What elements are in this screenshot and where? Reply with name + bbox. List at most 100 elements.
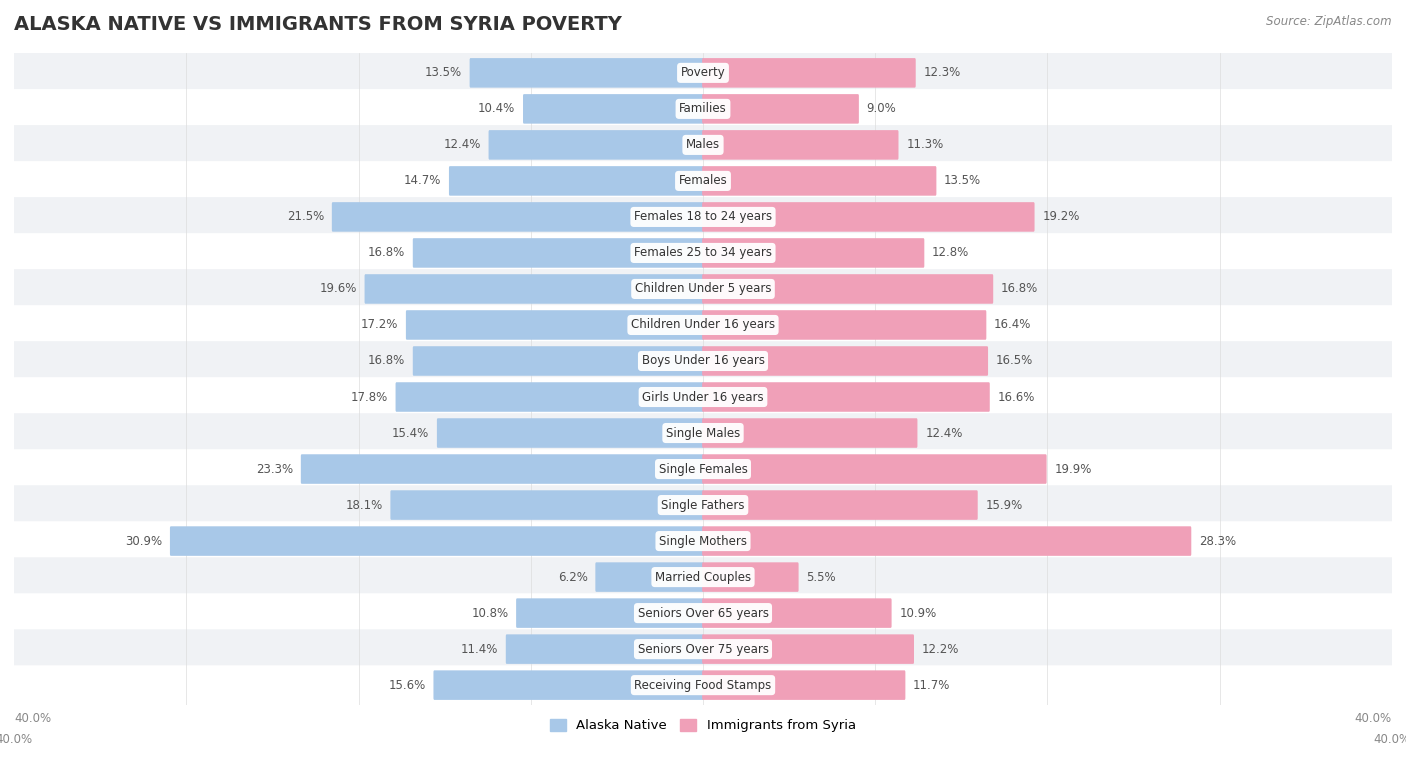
FancyBboxPatch shape	[702, 490, 977, 520]
Text: 21.5%: 21.5%	[287, 211, 323, 224]
FancyBboxPatch shape	[13, 305, 1393, 345]
Text: 10.4%: 10.4%	[478, 102, 515, 115]
Legend: Alaska Native, Immigrants from Syria: Alaska Native, Immigrants from Syria	[544, 713, 862, 738]
Text: Females 18 to 24 years: Females 18 to 24 years	[634, 211, 772, 224]
FancyBboxPatch shape	[395, 382, 704, 412]
Text: Seniors Over 75 years: Seniors Over 75 years	[637, 643, 769, 656]
Text: 12.4%: 12.4%	[925, 427, 963, 440]
FancyBboxPatch shape	[13, 89, 1393, 129]
Text: Receiving Food Stamps: Receiving Food Stamps	[634, 678, 772, 691]
FancyBboxPatch shape	[702, 346, 988, 376]
Text: Boys Under 16 years: Boys Under 16 years	[641, 355, 765, 368]
FancyBboxPatch shape	[13, 413, 1393, 453]
FancyBboxPatch shape	[13, 377, 1393, 417]
Text: 9.0%: 9.0%	[866, 102, 897, 115]
FancyBboxPatch shape	[702, 274, 993, 304]
FancyBboxPatch shape	[506, 634, 704, 664]
Text: 15.4%: 15.4%	[392, 427, 429, 440]
Text: 13.5%: 13.5%	[945, 174, 981, 187]
Text: 15.9%: 15.9%	[986, 499, 1022, 512]
FancyBboxPatch shape	[702, 526, 1191, 556]
FancyBboxPatch shape	[702, 382, 990, 412]
Text: 12.4%: 12.4%	[443, 139, 481, 152]
Text: Source: ZipAtlas.com: Source: ZipAtlas.com	[1267, 15, 1392, 28]
Text: ALASKA NATIVE VS IMMIGRANTS FROM SYRIA POVERTY: ALASKA NATIVE VS IMMIGRANTS FROM SYRIA P…	[14, 15, 621, 34]
Text: 40.0%: 40.0%	[1374, 733, 1406, 746]
Text: Poverty: Poverty	[681, 67, 725, 80]
Text: Single Females: Single Females	[658, 462, 748, 475]
FancyBboxPatch shape	[13, 233, 1393, 273]
FancyBboxPatch shape	[702, 238, 924, 268]
FancyBboxPatch shape	[470, 58, 704, 88]
Text: 28.3%: 28.3%	[1199, 534, 1236, 547]
Text: Single Males: Single Males	[666, 427, 740, 440]
FancyBboxPatch shape	[13, 629, 1393, 669]
Text: 40.0%: 40.0%	[1355, 713, 1392, 725]
Text: 19.2%: 19.2%	[1042, 211, 1080, 224]
FancyBboxPatch shape	[413, 238, 704, 268]
Text: Girls Under 16 years: Girls Under 16 years	[643, 390, 763, 403]
FancyBboxPatch shape	[702, 310, 987, 340]
FancyBboxPatch shape	[13, 53, 1393, 92]
FancyBboxPatch shape	[13, 666, 1393, 705]
FancyBboxPatch shape	[702, 130, 898, 160]
Text: 15.6%: 15.6%	[388, 678, 426, 691]
FancyBboxPatch shape	[702, 634, 914, 664]
FancyBboxPatch shape	[391, 490, 704, 520]
Text: 10.9%: 10.9%	[900, 606, 936, 619]
Text: 19.6%: 19.6%	[319, 283, 357, 296]
FancyBboxPatch shape	[13, 125, 1393, 164]
Text: Children Under 16 years: Children Under 16 years	[631, 318, 775, 331]
Text: Males: Males	[686, 139, 720, 152]
Text: 17.8%: 17.8%	[350, 390, 388, 403]
Text: 14.7%: 14.7%	[404, 174, 441, 187]
FancyBboxPatch shape	[13, 522, 1393, 561]
FancyBboxPatch shape	[332, 202, 704, 232]
FancyBboxPatch shape	[406, 310, 704, 340]
Text: Children Under 5 years: Children Under 5 years	[634, 283, 772, 296]
FancyBboxPatch shape	[516, 598, 704, 628]
Text: 23.3%: 23.3%	[256, 462, 292, 475]
Text: 5.5%: 5.5%	[807, 571, 837, 584]
FancyBboxPatch shape	[488, 130, 704, 160]
FancyBboxPatch shape	[13, 485, 1393, 525]
Text: 16.4%: 16.4%	[994, 318, 1032, 331]
FancyBboxPatch shape	[13, 557, 1393, 597]
FancyBboxPatch shape	[702, 58, 915, 88]
Text: 19.9%: 19.9%	[1054, 462, 1091, 475]
Text: 30.9%: 30.9%	[125, 534, 162, 547]
FancyBboxPatch shape	[702, 454, 1046, 484]
FancyBboxPatch shape	[13, 449, 1393, 489]
Text: 40.0%: 40.0%	[0, 733, 32, 746]
Text: 17.2%: 17.2%	[361, 318, 398, 331]
Text: 40.0%: 40.0%	[14, 713, 51, 725]
Text: 6.2%: 6.2%	[558, 571, 588, 584]
Text: Females 25 to 34 years: Females 25 to 34 years	[634, 246, 772, 259]
Text: 18.1%: 18.1%	[346, 499, 382, 512]
FancyBboxPatch shape	[702, 94, 859, 124]
Text: 12.3%: 12.3%	[924, 67, 960, 80]
Text: 13.5%: 13.5%	[425, 67, 461, 80]
Text: Seniors Over 65 years: Seniors Over 65 years	[637, 606, 769, 619]
FancyBboxPatch shape	[13, 197, 1393, 236]
FancyBboxPatch shape	[13, 269, 1393, 309]
FancyBboxPatch shape	[702, 670, 905, 700]
Text: 10.8%: 10.8%	[471, 606, 509, 619]
FancyBboxPatch shape	[702, 166, 936, 196]
Text: 16.8%: 16.8%	[1001, 283, 1038, 296]
FancyBboxPatch shape	[702, 202, 1035, 232]
FancyBboxPatch shape	[702, 562, 799, 592]
Text: 16.6%: 16.6%	[997, 390, 1035, 403]
FancyBboxPatch shape	[13, 161, 1393, 201]
Text: 12.2%: 12.2%	[922, 643, 959, 656]
Text: 11.3%: 11.3%	[907, 139, 943, 152]
FancyBboxPatch shape	[170, 526, 704, 556]
Text: Single Fathers: Single Fathers	[661, 499, 745, 512]
FancyBboxPatch shape	[449, 166, 704, 196]
FancyBboxPatch shape	[437, 418, 704, 448]
Text: Females: Females	[679, 174, 727, 187]
Text: 12.8%: 12.8%	[932, 246, 969, 259]
FancyBboxPatch shape	[702, 418, 918, 448]
FancyBboxPatch shape	[413, 346, 704, 376]
FancyBboxPatch shape	[523, 94, 704, 124]
